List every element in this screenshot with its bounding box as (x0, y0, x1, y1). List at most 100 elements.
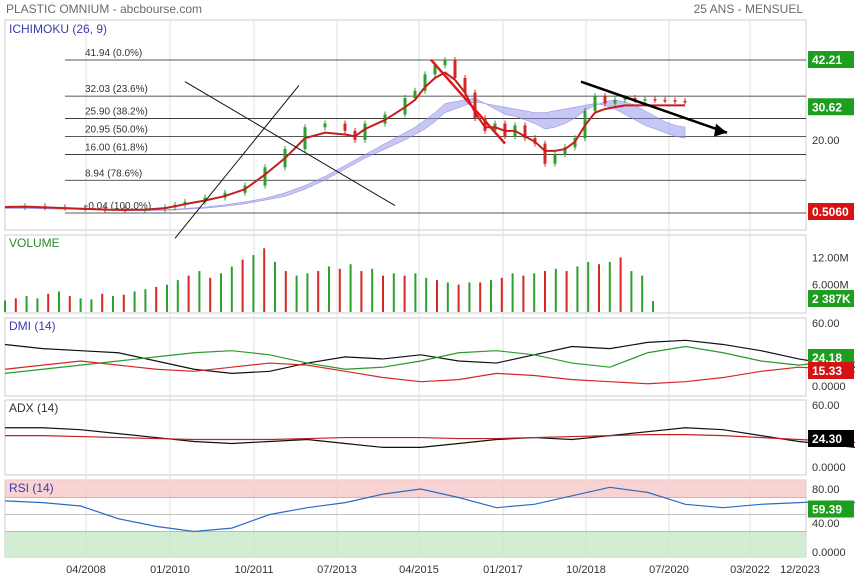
chart-source-title: PLASTIC OMNIUM - abcbourse.com (6, 2, 203, 16)
x-axis-tick: 03/2022 (730, 564, 770, 576)
price-candle-body (363, 123, 367, 140)
volume-bar (598, 264, 600, 312)
volume-y-tick: 6.000M (812, 280, 849, 292)
rsi-y-tick: 80.00 (812, 484, 840, 496)
value-badge-label: 42.21 (812, 53, 842, 67)
volume-bar (565, 271, 568, 312)
volume-bar (79, 298, 82, 312)
volume-bar (403, 275, 406, 312)
volume-bar (252, 255, 255, 312)
volume-bar (630, 271, 633, 312)
value-badge-label: 30.62 (812, 100, 842, 114)
dmi-series-line (4, 345, 855, 374)
price-candle-body (413, 90, 417, 99)
forecast-arrowhead (714, 123, 727, 137)
volume-bar (198, 271, 201, 312)
fib-label: 16.00 (61.8%) (85, 143, 148, 154)
volume-bar (544, 271, 546, 312)
value-badge (808, 362, 854, 379)
volume-bar (619, 257, 622, 312)
price-candle-body (683, 100, 687, 103)
volume-bar (511, 273, 514, 312)
volume-bar (608, 261, 611, 312)
volume-bar (500, 277, 503, 312)
volume-bar (90, 299, 93, 312)
price-candle-body (323, 123, 327, 128)
volume-bar (295, 275, 298, 312)
volume-bar (317, 271, 320, 312)
rsi-y-tick: 0.0000 (812, 547, 846, 559)
kijun-line (4, 71, 685, 211)
price-candle-body (423, 74, 427, 91)
volume-bar (360, 271, 363, 312)
fib-label: 20.95 (50.0%) (85, 125, 148, 136)
price-candle-body (663, 99, 667, 102)
volume-bar (446, 282, 449, 312)
volume-bar (36, 298, 39, 312)
rsi-series-line (4, 486, 855, 533)
volume-bar (328, 266, 330, 312)
price-candle-body (593, 96, 597, 111)
fib-label: 32.03 (23.6%) (85, 84, 148, 95)
x-axis-tick: 10/2018 (566, 564, 606, 576)
chart-period-label: 25 ANS - MENSUEL (693, 2, 803, 16)
volume-bar (479, 282, 482, 312)
volume-bar (166, 284, 168, 312)
volume-bar (209, 277, 212, 312)
price-candle-body (473, 92, 477, 119)
value-badge (808, 203, 854, 220)
ichimoku-cloud (4, 97, 686, 211)
value-badge-label: 2 387K (812, 292, 851, 306)
volume-bar (176, 280, 179, 312)
price-candle-body (483, 118, 487, 131)
price-candle-body (263, 167, 267, 186)
x-axis-tick: 04/2015 (399, 564, 439, 576)
volume-bar (436, 280, 438, 312)
volume-bar (425, 277, 428, 312)
volume-bar (4, 300, 6, 312)
volume-bar (112, 296, 114, 312)
price-candle-body (543, 143, 547, 164)
value-badge (808, 51, 854, 68)
value-badge-label: 59.39 (812, 503, 842, 517)
price-candle-body (343, 123, 347, 131)
x-axis-tick: 04/2008 (66, 564, 106, 576)
panel-frame (4, 234, 807, 314)
price-candle-body (633, 98, 637, 100)
rsi-panel-title: RSI (14) (9, 481, 54, 495)
volume-bar (101, 293, 104, 312)
adx-series-line (5, 427, 855, 448)
price-candle-body (433, 65, 437, 75)
price-candle-body (523, 125, 527, 139)
price-candle-body (453, 60, 457, 79)
rsi-oversold-zone (5, 531, 806, 557)
volume-bar (652, 301, 654, 312)
volume-bar (533, 273, 536, 312)
value-badge-label: 15.33 (812, 364, 842, 378)
value-badge (808, 290, 854, 307)
price-candle-body (563, 147, 567, 155)
value-badge-label: 24.30 (812, 432, 842, 446)
price-candle-body (623, 98, 627, 100)
price-y-tick: 20.00 (812, 135, 840, 147)
volume-bar (490, 280, 492, 312)
adx-y-tick: 60.00 (812, 400, 840, 412)
volume-bar (587, 261, 590, 312)
price-candle-body (443, 60, 447, 66)
volume-bar (371, 268, 374, 312)
volume-bar (263, 248, 266, 312)
value-badge-label: 0.5060 (812, 205, 849, 219)
volume-bar (349, 264, 352, 312)
x-axis-tick: 10/2011 (235, 564, 274, 576)
x-axis-tick: 01/2017 (483, 564, 523, 576)
fib-label: 8.94 (78.6%) (85, 168, 142, 179)
forecast-arrow (580, 80, 728, 134)
dmi-series-line (4, 360, 855, 385)
panel-frame (4, 19, 807, 231)
volume-bar (284, 271, 287, 312)
value-badge (808, 98, 854, 116)
fib-label: -0.04 (100.0%) (85, 201, 151, 212)
volume-bar (220, 273, 222, 312)
fib-label: 41.94 (0.0%) (85, 48, 142, 59)
adx-panel-title: ADX (14) (9, 401, 58, 415)
